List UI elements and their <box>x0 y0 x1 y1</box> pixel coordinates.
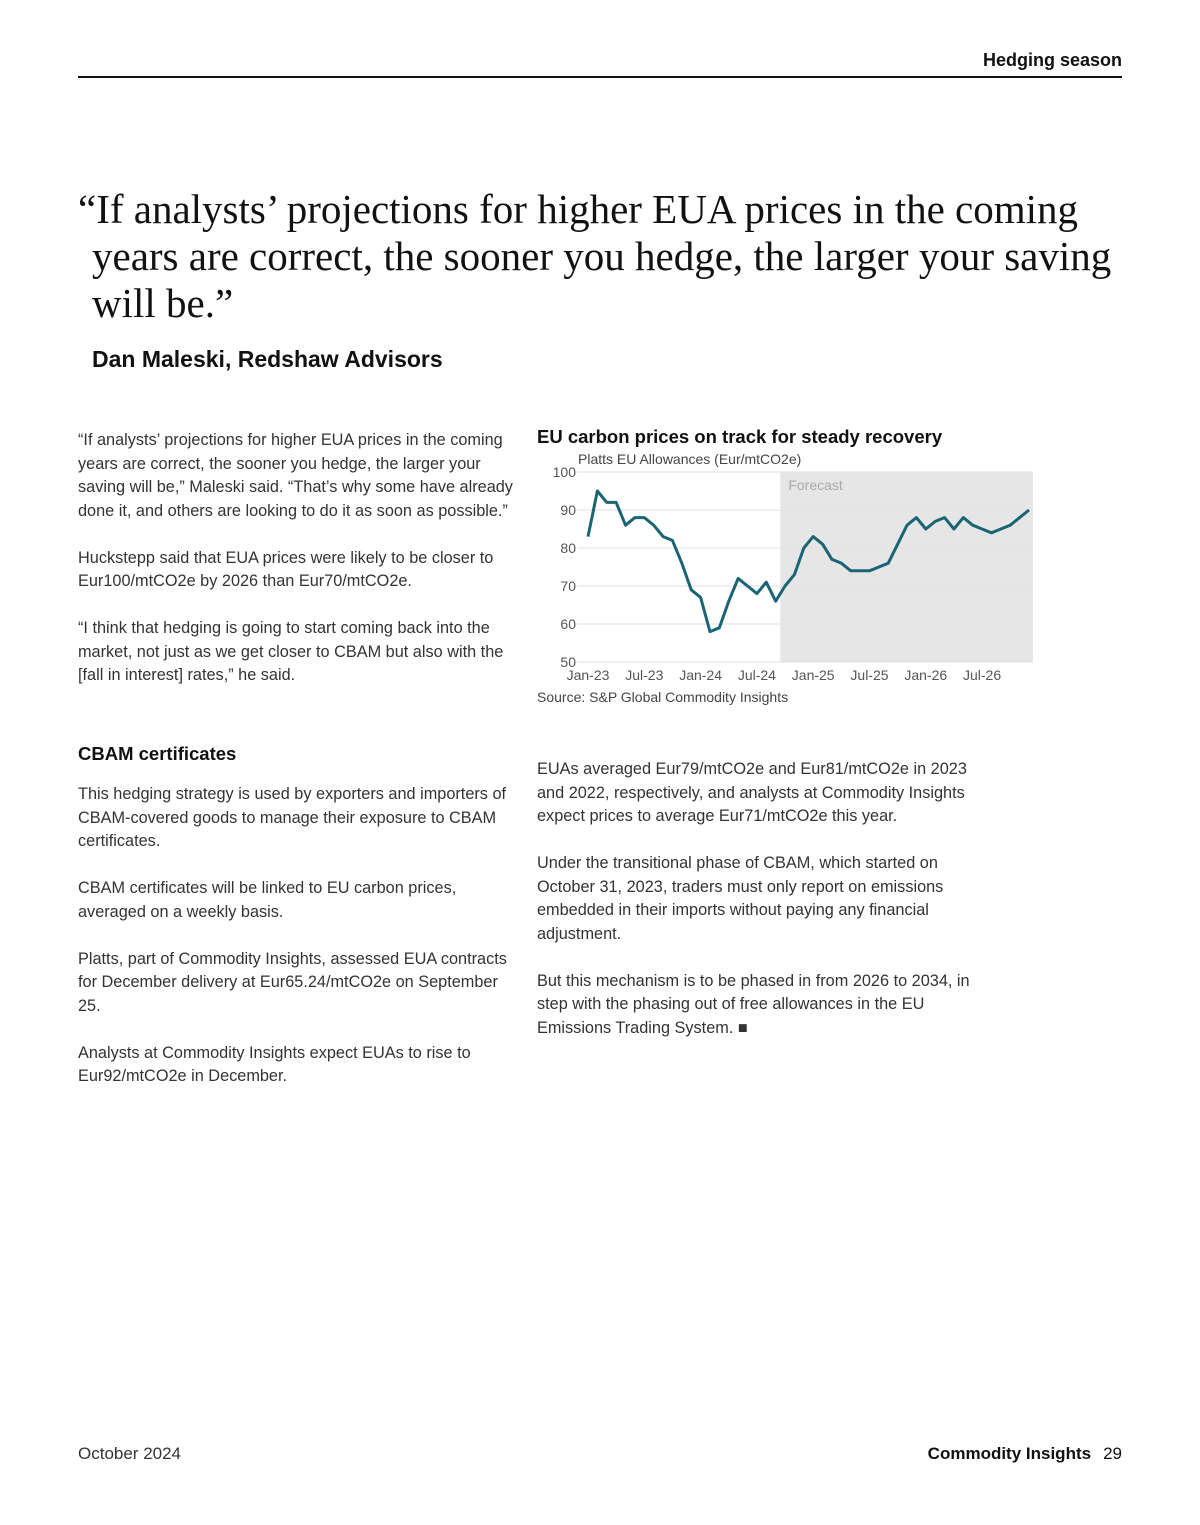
x-tick-label: Jul-25 <box>850 667 888 683</box>
x-tick-label: Jan-24 <box>679 667 722 683</box>
price-line <box>586 489 1030 634</box>
y-tick-label: 60 <box>560 616 576 632</box>
x-tick-label: Jan-26 <box>904 667 947 683</box>
footer-date: October 2024 <box>78 1444 182 1463</box>
left-column-top: “If analysts’ projections for higher EUA… <box>78 429 518 711</box>
y-tick-label: 90 <box>560 502 576 518</box>
x-tick-label: Jul-23 <box>625 667 663 683</box>
pull-quote: “If analysts’ projections for higher EUA… <box>78 186 1112 326</box>
paragraph: Analysts at Commodity Insights expect EU… <box>78 1043 471 1086</box>
y-tick-label: 50 <box>560 654 576 670</box>
paragraph: Huckstepp said that EUA prices were like… <box>78 548 494 591</box>
y-tick-label: 100 <box>553 464 577 480</box>
x-tick-label: Jan-23 <box>567 667 610 683</box>
x-tick-label: Jan-25 <box>792 667 835 683</box>
right-column: EUAs averaged Eur79/mtCO2e and Eur81/mtC… <box>537 758 977 1064</box>
forecast-shade <box>780 472 1033 662</box>
brand-name: Commodity Insights <box>927 1444 1092 1463</box>
page-number: 29 <box>1103 1444 1122 1463</box>
y-tick-label: 70 <box>560 578 576 594</box>
subheading: CBAM certificates <box>78 743 237 764</box>
paragraph: But this mechanism is to be phased in fr… <box>537 971 970 1037</box>
left-column-bottom: This hedging strategy is used by exporte… <box>78 783 518 1112</box>
paragraph: Platts, part of Commodity Insights, asse… <box>78 949 507 1015</box>
forecast-label: Forecast <box>788 477 843 493</box>
paragraph: CBAM certificates will be linked to EU c… <box>78 879 457 921</box>
chart-source: Source: S&P Global Commodity Insights <box>537 689 788 705</box>
chart-title: EU carbon prices on track for steady rec… <box>537 426 943 447</box>
y-axis-label: Platts EU Allowances (Eur/mtCO2e) <box>578 451 801 467</box>
paragraph: “If analysts’ projections for higher EUA… <box>78 431 513 520</box>
paragraph: EUAs averaged Eur79/mtCO2e and Eur81/mtC… <box>537 760 967 825</box>
paragraph: This hedging strategy is used by exporte… <box>78 785 507 850</box>
footer-brand: Commodity Insights 29 <box>928 1444 1122 1464</box>
header-rule <box>78 76 1122 78</box>
quote-attribution: Dan Maleski, Redshaw Advisors <box>92 346 443 372</box>
paragraph: Under the transitional phase of CBAM, wh… <box>537 854 944 943</box>
x-tick-label: Jul-24 <box>738 667 776 683</box>
x-tick-label: Jul-26 <box>963 667 1001 683</box>
y-tick-label: 80 <box>560 540 576 556</box>
paragraph: “I think that hedging is going to start … <box>78 619 504 684</box>
section-header: Hedging season <box>982 50 1122 70</box>
